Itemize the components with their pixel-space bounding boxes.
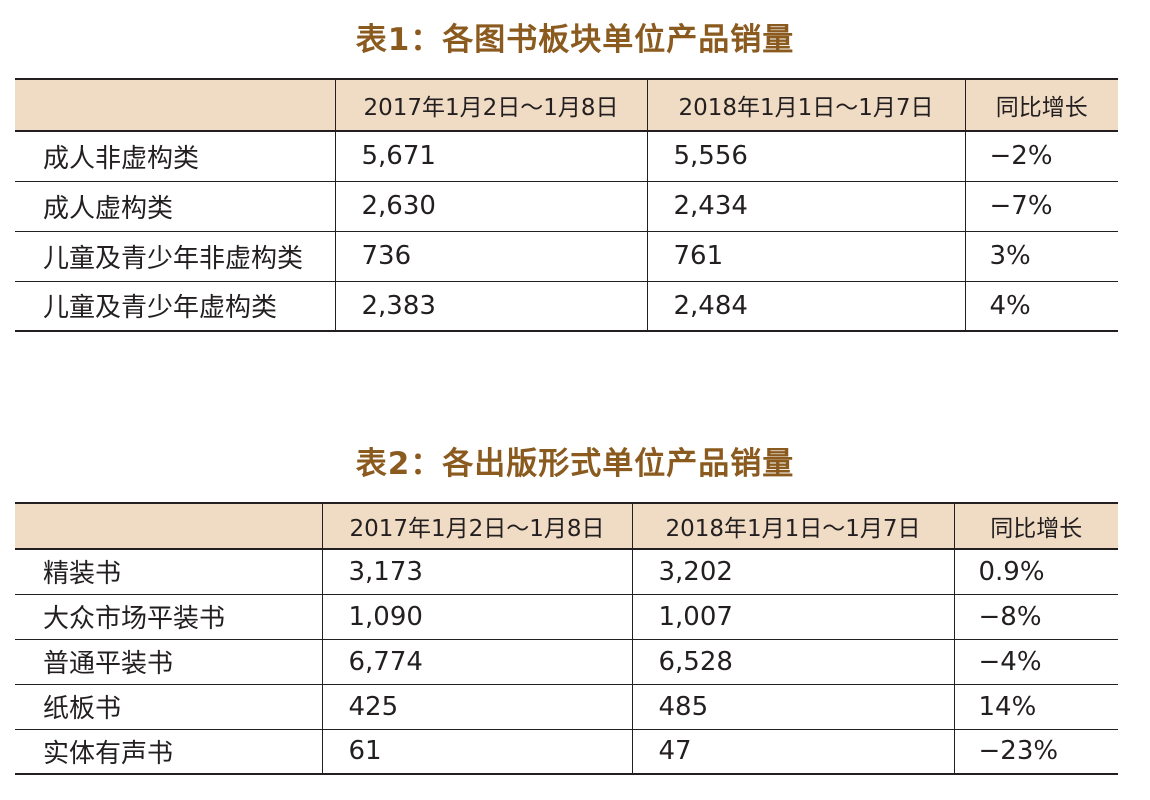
yoy-change: −7% [964, 181, 1118, 232]
table2-header-2018: 2018年1月1日～1月7日 [631, 502, 954, 550]
row-label: 儿童及青少年虚构类 [15, 281, 335, 332]
table1-header-row: 2017年1月2日～1月8日 2018年1月1日～1月7日 同比增长 [15, 78, 1118, 132]
yoy-change: 4% [964, 281, 1118, 332]
table-row: 普通平装书 6,774 6,528 −4% [15, 639, 1118, 685]
row-label: 精装书 [15, 549, 322, 595]
table1-header-2018: 2018年1月1日～1月7日 [646, 78, 965, 132]
table-row: 纸板书 425 485 14% [15, 684, 1118, 730]
table-row: 儿童及青少年非虚构类 736 761 3% [15, 231, 1118, 282]
table1-title: 表1：各图书板块单位产品销量 [355, 22, 795, 58]
value-2017: 736 [334, 231, 647, 282]
row-label: 成人非虚构类 [15, 131, 335, 182]
value-2017: 5,671 [334, 131, 647, 182]
table-row: 精装书 3,173 3,202 0.9% [15, 549, 1118, 595]
row-label: 纸板书 [15, 684, 322, 730]
value-2018: 3,202 [631, 549, 954, 595]
table-row: 实体有声书 61 47 −23% [15, 729, 1118, 775]
value-2017: 1,090 [321, 594, 632, 640]
value-2017: 425 [321, 684, 632, 730]
yoy-change: −4% [953, 639, 1118, 685]
table2-title: 表2：各出版形式单位产品销量 [355, 446, 795, 482]
value-2018: 2,484 [646, 281, 965, 332]
value-2017: 61 [321, 729, 632, 775]
table-row: 成人非虚构类 5,671 5,556 −2% [15, 131, 1118, 182]
row-label: 实体有声书 [15, 729, 322, 775]
table1-header-2017: 2017年1月2日～1月8日 [334, 78, 647, 132]
yoy-change: −8% [953, 594, 1118, 640]
yoy-change: −2% [964, 131, 1118, 182]
value-2017: 2,383 [334, 281, 647, 332]
value-2018: 1,007 [631, 594, 954, 640]
row-label: 儿童及青少年非虚构类 [15, 231, 335, 282]
table2-header-change: 同比增长 [953, 502, 1118, 550]
row-label: 成人虚构类 [15, 181, 335, 232]
row-label: 大众市场平装书 [15, 594, 322, 640]
row-label: 普通平装书 [15, 639, 322, 685]
table1: 2017年1月2日～1月8日 2018年1月1日～1月7日 同比增长 成人非虚构… [15, 78, 1118, 332]
yoy-change: 14% [953, 684, 1118, 730]
value-2018: 485 [631, 684, 954, 730]
table-row: 大众市场平装书 1,090 1,007 −8% [15, 594, 1118, 640]
value-2017: 2,630 [334, 181, 647, 232]
value-2018: 2,434 [646, 181, 965, 232]
yoy-change: 3% [964, 231, 1118, 282]
table2-header-row: 2017年1月2日～1月8日 2018年1月1日～1月7日 同比增长 [15, 502, 1118, 550]
value-2018: 761 [646, 231, 965, 282]
table2-header-blank [15, 502, 322, 550]
value-2017: 3,173 [321, 549, 632, 595]
value-2018: 6,528 [631, 639, 954, 685]
table-row: 成人虚构类 2,630 2,434 −7% [15, 181, 1118, 232]
table1-header-change: 同比增长 [964, 78, 1118, 132]
table2-header-2017: 2017年1月2日～1月8日 [321, 502, 632, 550]
table-row: 儿童及青少年虚构类 2,383 2,484 4% [15, 281, 1118, 332]
table1-header-blank [15, 78, 335, 132]
value-2018: 5,556 [646, 131, 965, 182]
value-2018: 47 [631, 729, 954, 775]
yoy-change: −23% [953, 729, 1118, 775]
value-2017: 6,774 [321, 639, 632, 685]
table2: 2017年1月2日～1月8日 2018年1月1日～1月7日 同比增长 精装书 3… [15, 502, 1118, 775]
yoy-change: 0.9% [953, 549, 1118, 595]
